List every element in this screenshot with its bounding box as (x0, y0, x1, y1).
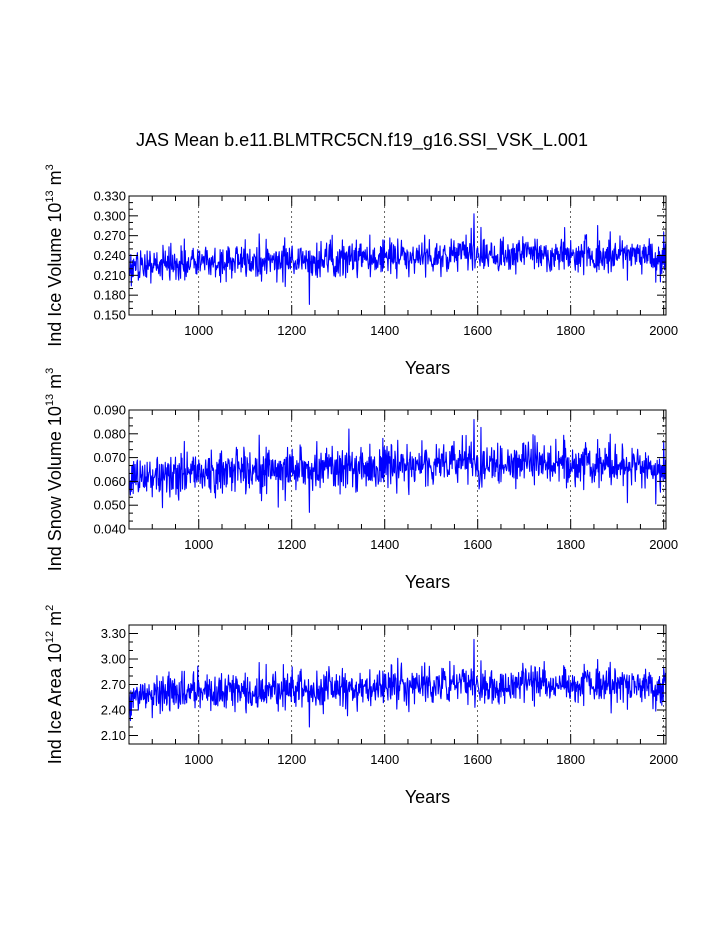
y-axis-label: Ind Ice Area 1012 m2 (44, 605, 65, 764)
plot-frame (128, 409, 667, 530)
x-tick-label: 1800 (556, 537, 585, 552)
y-tick-label: 2.40 (101, 703, 126, 718)
x-tick-label: 1800 (556, 752, 585, 767)
y-tick-label: 0.210 (93, 268, 126, 283)
y-tick-label: 0.040 (93, 522, 126, 537)
y-tick-label: 0.300 (93, 208, 126, 223)
y-tick-label: 3.30 (101, 626, 126, 641)
x-axis-label: Years (405, 358, 450, 378)
y-tick-label: 3.00 (101, 652, 126, 667)
series-line (128, 213, 667, 305)
x-tick-label: 1000 (184, 537, 213, 552)
x-axis-label: Years (405, 787, 450, 807)
x-tick-label: 1400 (370, 537, 399, 552)
y-tick-label: 0.180 (93, 288, 126, 303)
chart-panel-2: 1000 1200 1400 1600 1800 2000 0.040 0.050 0.060 0… (44, 368, 678, 592)
y-tick-label: 0.330 (93, 189, 126, 204)
x-tick-label: 2000 (649, 323, 678, 338)
x-tick-label: 1200 (277, 323, 306, 338)
y-axis-label: Ind Snow Volume 1013 m3 (44, 368, 65, 572)
y-tick-label: 2.10 (101, 728, 126, 743)
x-tick-label: 1600 (463, 323, 492, 338)
series-line (128, 638, 667, 728)
x-tick-label: 1200 (277, 752, 306, 767)
x-tick-label: 1000 (184, 323, 213, 338)
x-axis-label: Years (405, 572, 450, 592)
x-tick-label: 2000 (649, 752, 678, 767)
chart-panel-3: 1000 1200 1400 1600 1800 2000 2.10 2.40 2.70 3.00… (44, 605, 678, 807)
x-tick-label: 1800 (556, 323, 585, 338)
y-tick-label: 0.080 (93, 426, 126, 441)
x-tick-label: 2000 (649, 537, 678, 552)
x-tick-label: 1600 (463, 537, 492, 552)
series-line (128, 418, 667, 513)
y-axis-label: Ind Ice Volume 1013 m3 (44, 164, 65, 346)
chart-title: JAS Mean b.e11.BLMTRC5CN.f19_g16.SSI_VSK… (136, 130, 588, 151)
x-tick-label: 1200 (277, 537, 306, 552)
x-tick-label: 1400 (370, 323, 399, 338)
y-tick-label: 2.70 (101, 677, 126, 692)
x-tick-label: 1400 (370, 752, 399, 767)
x-tick-label: 1600 (463, 752, 492, 767)
y-tick-label: 0.270 (93, 228, 126, 243)
x-tick-label: 1000 (184, 752, 213, 767)
y-tick-label: 0.090 (93, 403, 126, 418)
y-tick-label: 0.150 (93, 308, 126, 323)
chart-panel-1: 1000 1200 1400 1600 1800 2000 0.150 0.180 0.210 0… (44, 164, 678, 378)
y-tick-label: 0.050 (93, 498, 126, 513)
y-tick-label: 0.060 (93, 474, 126, 489)
y-tick-label: 0.070 (93, 450, 126, 465)
y-tick-label: 0.240 (93, 248, 126, 263)
